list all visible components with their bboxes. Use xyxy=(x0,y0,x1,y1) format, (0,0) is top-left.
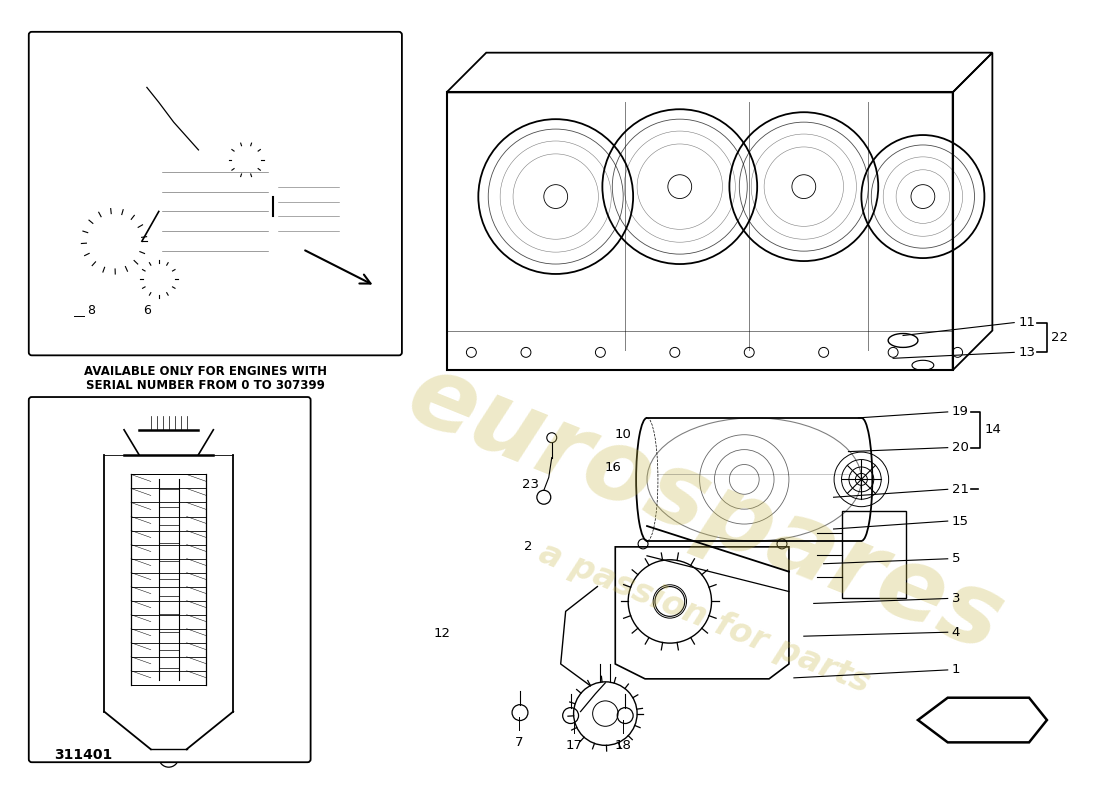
Bar xyxy=(148,415,188,430)
Text: 15: 15 xyxy=(952,514,969,527)
FancyBboxPatch shape xyxy=(29,397,310,762)
Text: 5: 5 xyxy=(952,552,960,566)
Text: AVAILABLE ONLY FOR ENGINES WITH: AVAILABLE ONLY FOR ENGINES WITH xyxy=(84,366,327,378)
Text: 10: 10 xyxy=(615,428,631,442)
Bar xyxy=(842,511,906,598)
Text: 4: 4 xyxy=(952,626,960,638)
Text: 21: 21 xyxy=(952,483,969,496)
Text: 14: 14 xyxy=(984,423,1001,436)
Text: 8: 8 xyxy=(87,304,96,317)
Text: 23: 23 xyxy=(522,478,539,491)
Text: 16: 16 xyxy=(605,461,621,474)
Text: 20: 20 xyxy=(952,441,969,454)
Text: 311401: 311401 xyxy=(55,748,113,762)
Text: 22: 22 xyxy=(1050,331,1068,344)
Text: 1: 1 xyxy=(952,663,960,677)
Text: 11: 11 xyxy=(1019,316,1035,329)
Text: 17: 17 xyxy=(565,739,582,752)
Text: 19: 19 xyxy=(952,406,969,418)
Text: 7: 7 xyxy=(515,736,524,749)
Text: 12: 12 xyxy=(433,626,450,640)
Text: a passion for parts: a passion for parts xyxy=(535,537,874,700)
Text: 2: 2 xyxy=(524,540,532,554)
FancyBboxPatch shape xyxy=(29,32,402,355)
Text: 13: 13 xyxy=(1019,346,1035,359)
Text: 18: 18 xyxy=(615,739,631,752)
Text: SERIAL NUMBER FROM 0 TO 307399: SERIAL NUMBER FROM 0 TO 307399 xyxy=(86,379,324,392)
Text: 3: 3 xyxy=(952,592,960,605)
Text: 6: 6 xyxy=(143,304,151,317)
Text: eurospares: eurospares xyxy=(393,346,1016,673)
